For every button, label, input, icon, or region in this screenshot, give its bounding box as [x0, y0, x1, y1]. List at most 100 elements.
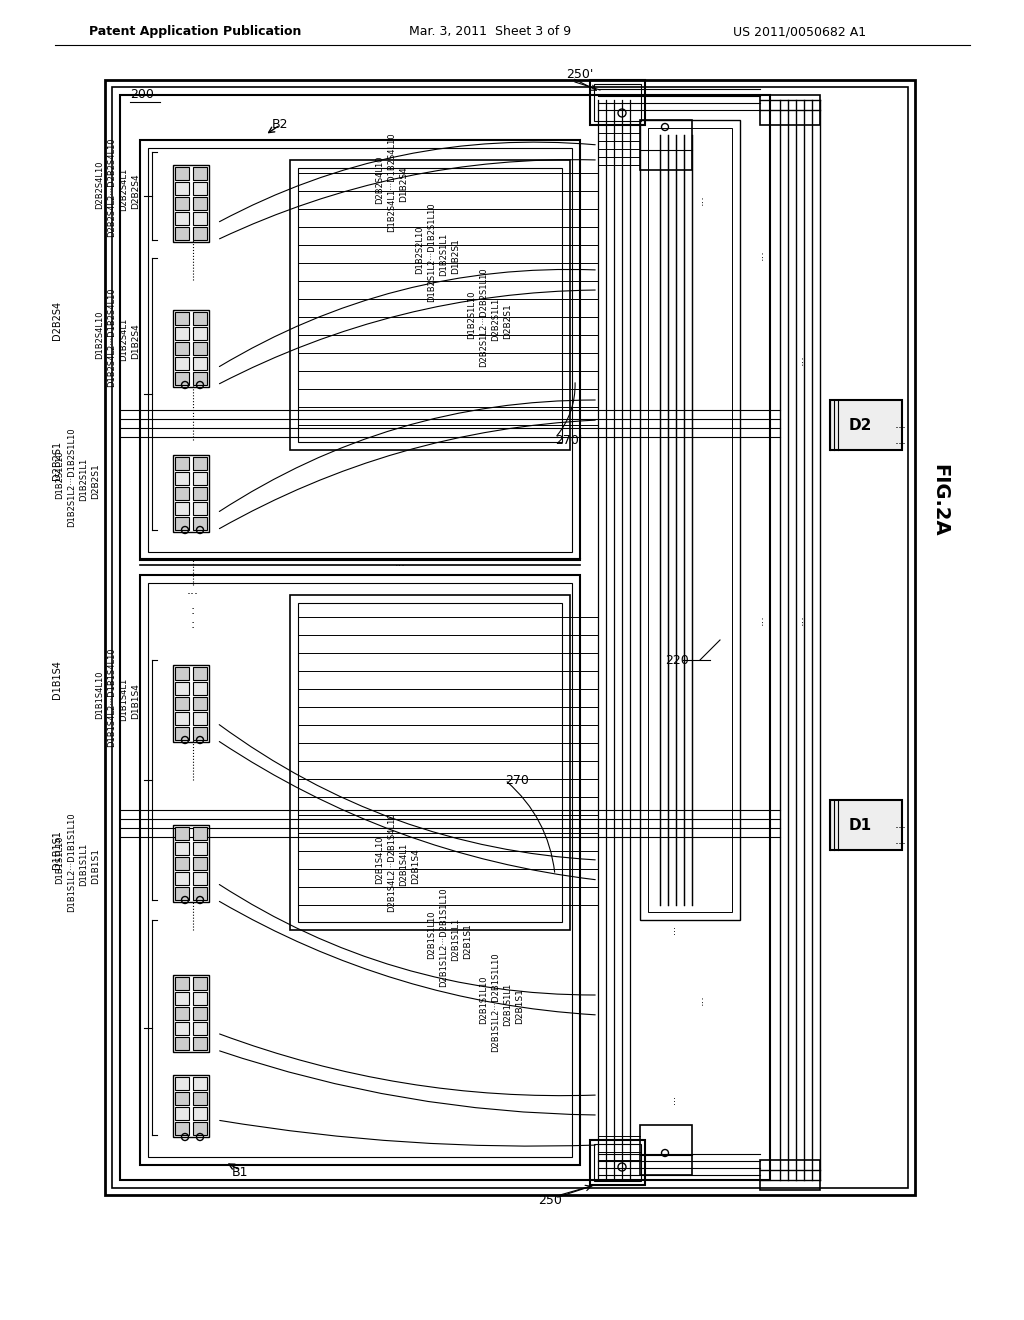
Bar	[193, 711, 207, 725]
Bar	[193, 1107, 207, 1119]
Bar	[648, 128, 732, 912]
Bar	[148, 583, 572, 1158]
Bar	[105, 81, 915, 1195]
Text: ...: ...	[667, 1096, 677, 1105]
Bar	[298, 603, 562, 921]
Text: D1B2S4: D1B2S4	[131, 323, 140, 359]
Text: D1B2S4L1: D1B2S4L1	[120, 317, 128, 360]
Bar	[760, 1160, 820, 1191]
Text: D1B2S4L1···D1B2S4L10: D1B2S4L1···D1B2S4L10	[387, 132, 396, 232]
Text: D2B2S1: D2B2S1	[91, 463, 100, 499]
Bar	[830, 400, 902, 450]
Text: ...: ...	[755, 615, 765, 626]
Bar	[173, 1074, 209, 1137]
Text: ...: ...	[344, 565, 356, 578]
Text: D1B2S2L10: D1B2S2L10	[416, 226, 425, 275]
Text: ...: ...	[394, 558, 406, 568]
Bar	[175, 372, 189, 385]
Bar	[193, 682, 207, 696]
Text: :: :	[190, 619, 196, 631]
Bar	[175, 227, 189, 240]
Bar	[640, 1125, 692, 1175]
Text: D2B1S4L1: D2B1S4L1	[399, 842, 409, 886]
Bar	[175, 457, 189, 470]
Bar	[193, 977, 207, 990]
Bar	[193, 517, 207, 531]
Bar	[175, 697, 189, 710]
Bar	[193, 487, 207, 500]
Bar	[175, 487, 189, 500]
Bar	[175, 887, 189, 900]
Bar	[175, 857, 189, 870]
Text: D1B2S1L1: D1B2S1L1	[80, 457, 88, 500]
Bar	[640, 120, 740, 920]
Bar	[173, 975, 209, 1052]
Bar	[193, 697, 207, 710]
Text: ...: ...	[895, 433, 907, 446]
Text: B2: B2	[271, 119, 288, 132]
Text: D2B2S4: D2B2S4	[52, 301, 62, 339]
Bar	[193, 1092, 207, 1105]
Text: D2B2S1: D2B2S1	[504, 304, 512, 339]
Text: D2B2S4L10: D2B2S4L10	[376, 156, 384, 205]
Bar	[175, 473, 189, 484]
Bar	[594, 84, 641, 121]
Bar	[175, 356, 189, 370]
Bar	[193, 1077, 207, 1090]
Text: D1B1S1L1: D1B1S1L1	[80, 842, 88, 886]
Text: D1B2S1: D1B2S1	[452, 238, 461, 275]
Bar	[175, 1038, 189, 1049]
Text: D1B2S1L2···D1B2S1L10: D1B2S1L2···D1B2S1L10	[68, 428, 77, 527]
Text: ...: ...	[755, 249, 765, 260]
Bar	[193, 457, 207, 470]
Bar	[175, 1077, 189, 1090]
Text: 220: 220	[665, 653, 689, 667]
Text: D1B1S4L2···D1B1S4L10: D1B1S4L2···D1B1S4L10	[108, 647, 117, 747]
Text: D2B1S1: D2B1S1	[515, 989, 524, 1024]
Bar	[193, 1007, 207, 1020]
Bar	[193, 842, 207, 855]
Text: 270: 270	[505, 774, 528, 787]
Text: D2B2S1L2···D2B2S1L10: D2B2S1L2···D2B2S1L10	[479, 267, 488, 367]
Text: Patent Application Publication: Patent Application Publication	[89, 25, 301, 38]
Text: D2B2S4L2···D2B2S4L10: D2B2S4L2···D2B2S4L10	[108, 137, 117, 236]
Bar	[193, 182, 207, 195]
Bar	[175, 842, 189, 855]
Bar	[290, 160, 570, 450]
Text: D2B1S1L2···D2B1S1L10: D2B1S1L2···D2B1S1L10	[492, 952, 501, 1052]
Bar	[193, 667, 207, 680]
Text: 250: 250	[538, 1193, 562, 1206]
Text: D1B1S4: D1B1S4	[52, 660, 62, 700]
Bar	[193, 356, 207, 370]
Bar	[175, 828, 189, 840]
Bar	[173, 165, 209, 242]
Bar	[193, 993, 207, 1005]
Text: D2B1S1L1: D2B1S1L1	[504, 982, 512, 1026]
Text: D1B2S1L10: D1B2S1L10	[468, 290, 476, 339]
Bar	[640, 120, 692, 170]
Text: D1B2S1L10: D1B2S1L10	[55, 450, 65, 499]
Bar	[175, 517, 189, 531]
Text: ...: ...	[895, 833, 907, 846]
Text: D1B1S4L10: D1B1S4L10	[95, 671, 104, 719]
Bar	[175, 342, 189, 355]
Bar	[175, 502, 189, 515]
Bar	[175, 168, 189, 180]
Bar	[175, 182, 189, 195]
Bar	[193, 197, 207, 210]
Text: D1B1S4: D1B1S4	[131, 682, 140, 719]
Bar	[175, 1092, 189, 1105]
Bar	[175, 1022, 189, 1035]
Text: 200: 200	[130, 88, 154, 102]
Bar	[193, 227, 207, 240]
Bar	[193, 857, 207, 870]
Text: Mar. 3, 2011  Sheet 3 of 9: Mar. 3, 2011 Sheet 3 of 9	[409, 25, 571, 38]
Bar	[173, 825, 209, 902]
Bar	[193, 342, 207, 355]
Text: D1B1S1: D1B1S1	[91, 847, 100, 884]
Bar	[193, 213, 207, 224]
Bar	[120, 95, 770, 1180]
Text: D1B2S4L2···D1B2S4L10: D1B2S4L2···D1B2S4L10	[108, 288, 117, 387]
Text: ...: ...	[695, 194, 705, 206]
Text: ...: ...	[795, 615, 805, 626]
